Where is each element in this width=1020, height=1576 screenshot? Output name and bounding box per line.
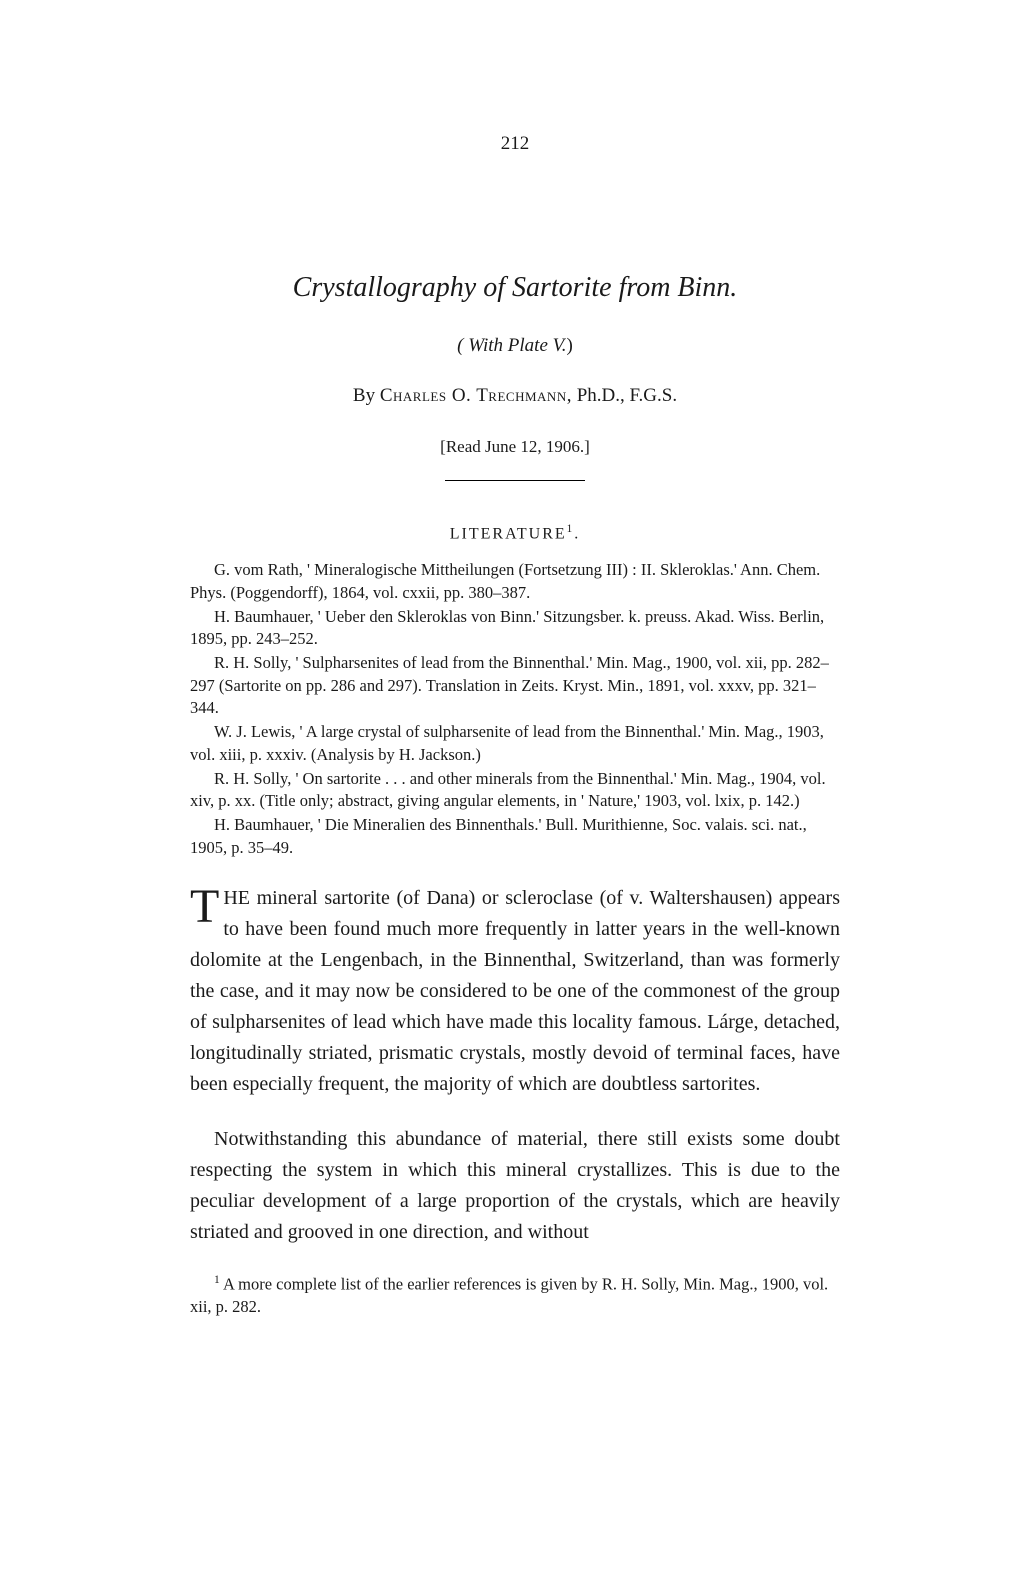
article-title: Crystallography of Sartorite from Binn. (190, 268, 840, 309)
footnote: 1 A more complete list of the earlier re… (190, 1272, 840, 1319)
lit-entry: W. J. Lewis, ' A large crystal of sulpha… (190, 721, 840, 766)
byline-credentials: Ph.D., F.G.S. (572, 385, 677, 406)
lit-entry: R. H. Solly, ' On sartorite . . . and ot… (190, 768, 840, 813)
lit-heading-text: LITERATURE (450, 525, 567, 542)
footnote-text: A more complete list of the earlier refe… (190, 1274, 828, 1316)
plate-ref-text: ( With Plate V. (457, 335, 566, 356)
read-date: [Read June 12, 1906.] (190, 435, 840, 460)
lit-entry: H. Baumhauer, ' Ueber den Skleroklas von… (190, 606, 840, 651)
byline-prefix: By (353, 385, 380, 406)
lit-entry: R. H. Solly, ' Sulpharsenites of lead fr… (190, 652, 840, 719)
page-number: 212 (190, 130, 840, 158)
lit-entry: H. Baumhauer, ' Die Mineralien des Binne… (190, 814, 840, 859)
literature-heading: LITERATURE1. (190, 521, 840, 546)
plate-ref-close: ) (567, 335, 573, 356)
divider (445, 480, 585, 481)
byline: By Charles O. Trechmann, Ph.D., F.G.S. (190, 382, 840, 410)
para1-text: HE mineral sartorite (of Dana) or sclero… (190, 887, 840, 1095)
body-paragraph-2: Notwithstanding this abundance of materi… (190, 1124, 840, 1248)
lit-heading-dot: . (574, 525, 580, 542)
plate-reference: ( With Plate V.) (190, 332, 840, 360)
body-paragraph-1: THE mineral sartorite (of Dana) or scler… (190, 883, 840, 1100)
byline-author: Charles O. Trechmann, (380, 385, 572, 406)
drop-cap: T (190, 883, 223, 928)
lit-entry: G. vom Rath, ' Mineralogische Mittheilun… (190, 559, 840, 604)
literature-list: G. vom Rath, ' Mineralogische Mittheilun… (190, 559, 840, 858)
